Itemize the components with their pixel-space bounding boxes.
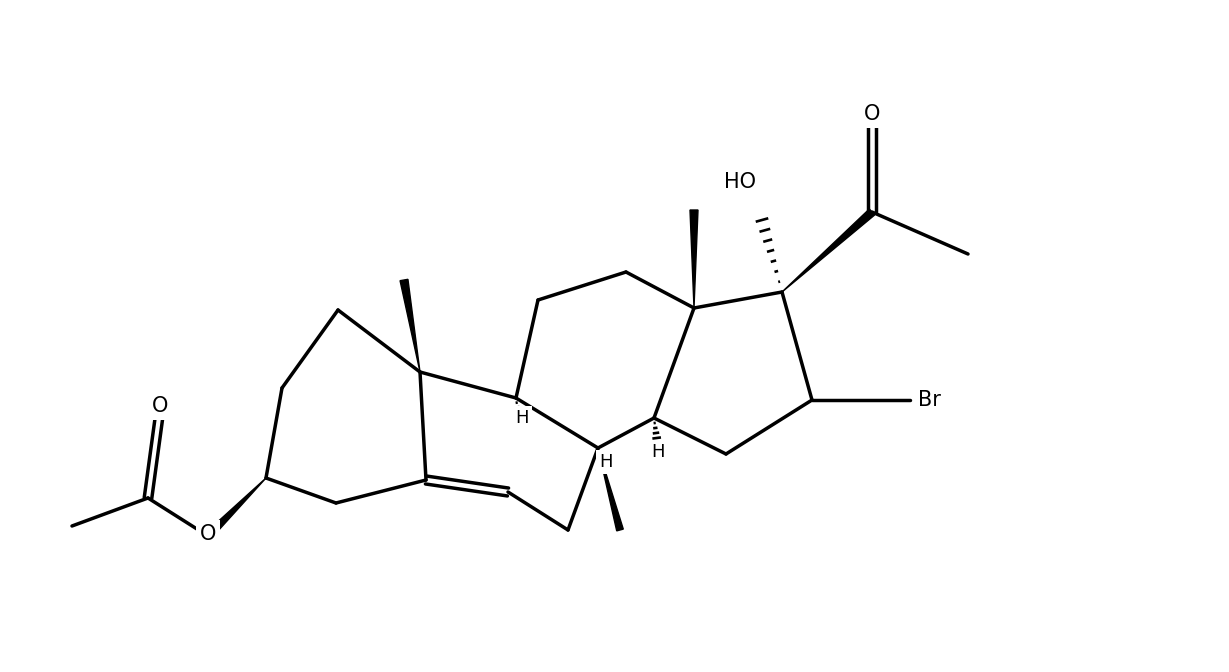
Polygon shape <box>596 448 603 470</box>
Text: Br: Br <box>918 390 941 410</box>
Text: H: H <box>515 409 528 427</box>
Polygon shape <box>599 448 623 531</box>
Polygon shape <box>401 280 420 372</box>
Polygon shape <box>205 478 265 539</box>
Polygon shape <box>782 209 875 292</box>
Text: O: O <box>152 396 168 416</box>
Text: O: O <box>864 104 880 124</box>
Text: H: H <box>600 453 613 471</box>
Text: H: H <box>651 443 665 461</box>
Polygon shape <box>689 210 698 308</box>
Text: HO: HO <box>724 172 756 192</box>
Text: O: O <box>200 524 216 544</box>
